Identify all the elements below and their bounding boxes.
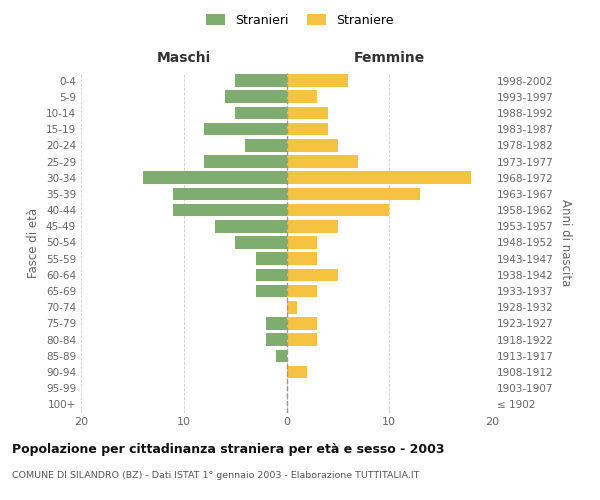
Bar — [173, 204, 287, 216]
Bar — [204, 155, 287, 168]
Bar — [287, 74, 348, 87]
Bar — [287, 301, 297, 314]
Bar — [245, 139, 287, 151]
Y-axis label: Anni di nascita: Anni di nascita — [559, 199, 572, 286]
Text: Popolazione per cittadinanza straniera per età e sesso - 2003: Popolazione per cittadinanza straniera p… — [12, 442, 445, 456]
Bar — [287, 268, 338, 281]
Bar — [235, 74, 287, 87]
Bar — [235, 236, 287, 249]
Text: COMUNE DI SILANDRO (BZ) - Dati ISTAT 1° gennaio 2003 - Elaborazione TUTTITALIA.I: COMUNE DI SILANDRO (BZ) - Dati ISTAT 1° … — [12, 471, 419, 480]
Bar — [287, 188, 420, 200]
Bar — [266, 334, 287, 346]
Bar — [225, 90, 287, 103]
Bar — [256, 268, 287, 281]
Bar — [215, 220, 287, 232]
Bar — [287, 155, 358, 168]
Bar — [287, 366, 307, 378]
Bar — [287, 123, 328, 136]
Bar — [276, 350, 287, 362]
Bar — [204, 123, 287, 136]
Bar — [143, 172, 287, 184]
Bar — [287, 236, 317, 249]
Bar — [287, 204, 389, 216]
Bar — [287, 285, 317, 298]
Legend: Stranieri, Straniere: Stranieri, Straniere — [202, 8, 398, 32]
Bar — [256, 252, 287, 265]
Bar — [287, 334, 317, 346]
Bar — [287, 317, 317, 330]
Bar — [287, 252, 317, 265]
Bar — [287, 220, 338, 232]
Text: Femmine: Femmine — [353, 51, 425, 65]
Bar — [256, 285, 287, 298]
Bar — [235, 106, 287, 120]
Y-axis label: Fasce di età: Fasce di età — [28, 208, 40, 278]
Bar — [266, 317, 287, 330]
Bar — [287, 90, 317, 103]
Bar — [287, 106, 328, 120]
Bar — [287, 172, 472, 184]
Bar — [173, 188, 287, 200]
Text: Maschi: Maschi — [157, 51, 211, 65]
Bar — [287, 139, 338, 151]
